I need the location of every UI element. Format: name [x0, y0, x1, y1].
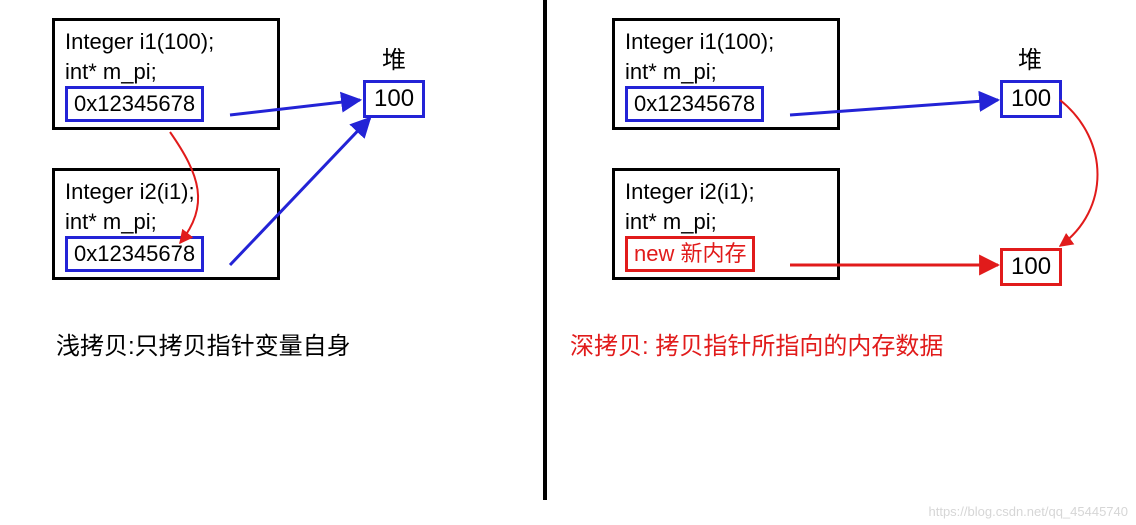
right-obj1-addr: 0x12345678 [625, 86, 764, 122]
right-obj1: Integer i1(100); int* m_pi; 0x12345678 [612, 18, 840, 130]
right-heap-label: 堆 [1018, 40, 1042, 75]
left-obj1-line2: int* m_pi; [65, 57, 267, 87]
right-val2: 100 [1000, 248, 1062, 286]
right-obj2-line1: Integer i2(i1); [625, 177, 827, 207]
left-val: 100 [363, 80, 425, 118]
left-obj2-addr: 0x12345678 [65, 236, 204, 272]
watermark: https://blog.csdn.net/qq_45445740 [929, 504, 1129, 519]
left-caption: 浅拷贝:只拷贝指针变量自身 [56, 326, 351, 361]
right-arrow-copy [1060, 100, 1098, 246]
right-caption: 深拷贝: 拷贝指针所指向的内存数据 [570, 326, 943, 361]
left-heap-label: 堆 [382, 40, 406, 75]
left-obj1: Integer i1(100); int* m_pi; 0x12345678 [52, 18, 280, 130]
right-obj2: Integer i2(i1); int* m_pi; new 新内存 [612, 168, 840, 280]
left-obj1-line1: Integer i1(100); [65, 27, 267, 57]
right-obj1-line2: int* m_pi; [625, 57, 827, 87]
left-obj2-line2: int* m_pi; [65, 207, 267, 237]
right-obj1-line1: Integer i1(100); [625, 27, 827, 57]
left-obj2: Integer i2(i1); int* m_pi; 0x12345678 [52, 168, 280, 280]
left-obj2-line1: Integer i2(i1); [65, 177, 267, 207]
right-obj2-addr: new 新内存 [625, 236, 755, 272]
right-val1: 100 [1000, 80, 1062, 118]
left-obj1-addr: 0x12345678 [65, 86, 204, 122]
right-obj2-line2: int* m_pi; [625, 207, 827, 237]
